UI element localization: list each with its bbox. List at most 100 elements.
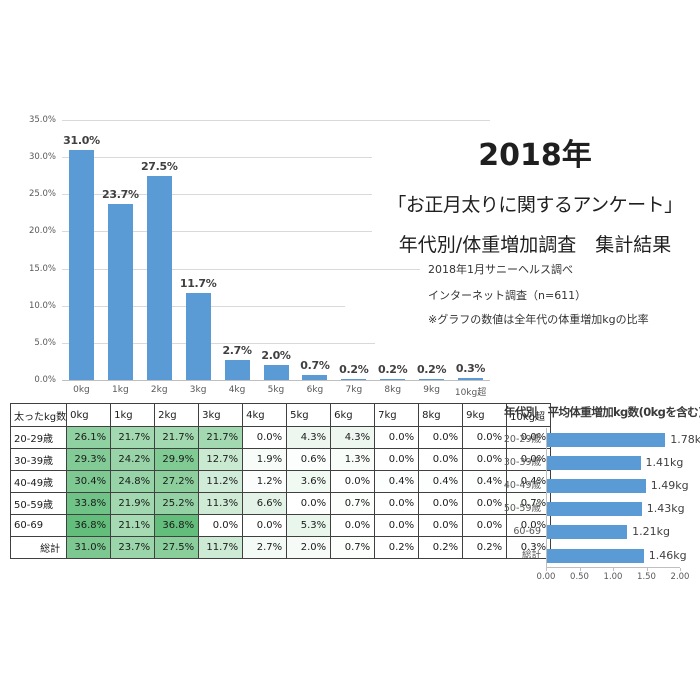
table-header-cell: 9kg [462, 403, 508, 427]
table-value-cell: 36.8% [66, 514, 112, 537]
gridline [62, 157, 490, 159]
x-axis-tick-label: 0.00 [536, 572, 556, 582]
table-value-cell: 0.4% [374, 470, 420, 493]
x-axis-tick [680, 568, 681, 571]
x-axis-line [546, 567, 680, 568]
bar-30-39歳 [546, 455, 641, 470]
y-axis-tick-label: 10.0% [28, 300, 56, 311]
table-row-label: 60-69 [9, 514, 68, 537]
bar-4kg [224, 359, 250, 380]
bar-7kg [341, 378, 367, 380]
table-value-cell: 31.0% [66, 536, 112, 559]
table-value-cell: 0.0% [286, 492, 332, 515]
table-value-cell: 0.4% [462, 470, 508, 493]
table-header-cell: 太ったkg数 [9, 403, 68, 427]
bar-value-label: 31.0% [63, 133, 100, 147]
note-source: 2018年1月サニーヘルス調べ [420, 257, 700, 282]
table-value-cell: 27.2% [154, 470, 200, 493]
table-value-cell: 3.6% [286, 470, 332, 493]
table-value-cell: 11.2% [198, 470, 244, 493]
x-axis-category-label: 1kg [112, 385, 129, 395]
table-value-cell: 21.9% [110, 492, 156, 515]
table-value-cell: 0.0% [462, 426, 508, 449]
y-axis-tick-label: 20.0% [28, 226, 56, 237]
table-row-label: 50-59歳 [9, 492, 68, 515]
bar-value-label: 2.0% [261, 349, 291, 363]
bar-value-label: 1.43kg [646, 502, 685, 516]
table-value-cell: 6.6% [242, 492, 288, 515]
x-axis-tick-label: 2.00 [670, 572, 690, 582]
gridline [62, 231, 490, 233]
bar-value-label: 1.41kg [645, 455, 684, 469]
table-value-cell: 0.0% [462, 492, 508, 515]
gridline [62, 268, 490, 270]
x-axis-category-label: 4kg [228, 385, 246, 395]
table-header-cell: 2kg [154, 403, 200, 427]
category-label-50-59歳: 50-59歳 [503, 503, 541, 515]
y-axis-tick-label: 15.0% [28, 263, 56, 274]
table-value-cell: 2.0% [286, 536, 332, 559]
bar-9kg [419, 378, 445, 380]
table-value-cell: 5.3% [286, 514, 332, 537]
bar-8kg [380, 378, 406, 380]
table-value-cell: 4.3% [330, 426, 376, 449]
table-value-cell: 0.0% [242, 514, 288, 537]
bar-10kg超 [458, 377, 483, 380]
note-caption: ※グラフの数値は全年代の体重増加kgの比率 [375, 308, 700, 352]
table-row-label: 総計 [9, 536, 68, 559]
table-row: 30-39歳 29.3% 24.2% 29.9% 12.7% 1.9% 0.6% 1.3% 0.… [9, 448, 552, 471]
note-method: インターネット調査（n=611） [345, 283, 700, 308]
report-subtitle: 年代別/体重増加調査 集計結果 [398, 234, 672, 256]
bar-value-label: 0.3% [455, 361, 486, 375]
x-axis-category-label: 0kg [73, 385, 90, 395]
x-axis-category-label: 8kg [384, 385, 402, 395]
gridline [62, 194, 490, 196]
table-value-cell: 36.8% [154, 514, 200, 537]
table-row-label: 30-39歳 [9, 448, 68, 471]
table-row: 20-29歳 26.1% 21.7% 21.7% 21.7% 0.0% 4.3% 4.3% 0.… [9, 426, 552, 449]
x-axis-tick-label: 1.50 [637, 572, 656, 582]
table-value-cell: 27.5% [154, 536, 200, 559]
table-row-label: 20-29歳 [9, 426, 68, 449]
table-value-cell: 0.2% [418, 536, 464, 559]
x-axis-category-label: 2kg [150, 385, 168, 395]
table-row-label: 40-49歳 [9, 470, 68, 493]
gridline [62, 342, 490, 344]
table-value-cell: 0.0% [506, 426, 552, 449]
table-value-cell: 29.9% [154, 448, 200, 471]
table-value-cell: 2.7% [242, 536, 288, 559]
x-axis-tick [579, 568, 581, 571]
y-axis-tick-label: 35.0% [28, 115, 56, 125]
bar-2kg [146, 175, 172, 380]
x-axis-category-label: 6kg [306, 385, 324, 395]
table-value-cell: 1.9% [242, 448, 288, 471]
category-label-総計: 総計 [521, 549, 541, 561]
bar-value-label: 27.5% [140, 159, 178, 173]
table-value-cell: 0.6% [286, 448, 332, 471]
table-value-cell: 25.2% [154, 492, 200, 515]
bar-3kg [185, 293, 211, 380]
table-value-cell: 21.1% [110, 514, 156, 537]
bar-value-label: 1.46kg [648, 548, 687, 562]
bar-value-label: 11.7% [179, 277, 217, 291]
table-value-cell: 33.8% [66, 492, 112, 515]
gridline [62, 120, 490, 121]
bar-5kg [263, 365, 289, 380]
bar-1kg [107, 203, 133, 380]
table-header-cell: 3kg [198, 403, 244, 427]
report-year: 2018年 [478, 138, 592, 173]
table-value-cell: 0.7% [330, 492, 376, 515]
bar-value-label: 0.7% [300, 358, 330, 372]
table-value-cell: 23.7% [110, 536, 156, 559]
table-value-cell: 12.7% [198, 448, 244, 471]
y-axis-line [546, 428, 547, 567]
bar-60-69 [546, 525, 628, 540]
bar-40-49歳 [546, 479, 646, 493]
bar-value-label: 23.7% [102, 187, 139, 201]
table-value-cell: 30.4% [66, 470, 112, 493]
table-value-cell: 0.0% [418, 514, 464, 537]
bar-0kg [69, 149, 94, 380]
y-axis-tick-label: 5.0% [34, 337, 56, 348]
category-label-30-39歳: 30-39歳 [503, 456, 541, 468]
